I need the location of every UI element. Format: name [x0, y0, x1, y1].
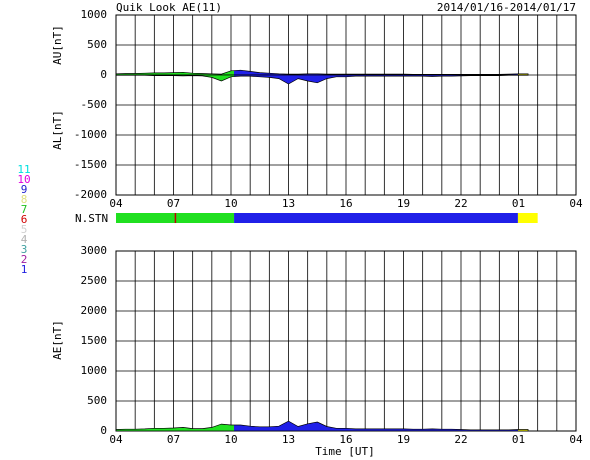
x-tick-label: 13 — [282, 433, 295, 446]
x-tick-label: 10 — [224, 197, 237, 210]
station-segment — [234, 213, 518, 223]
y-tick-label: 2500 — [81, 274, 108, 287]
y-axis-label: AU[nT] — [51, 25, 64, 65]
area — [115, 74, 529, 85]
legend-entry: 5 — [21, 223, 28, 236]
y-tick-label: 500 — [87, 394, 107, 407]
y-tick-label: 3000 — [81, 244, 108, 257]
legend-entry: 3 — [21, 243, 28, 256]
y-tick-label: 1500 — [81, 334, 108, 347]
y-tick-label: -1000 — [74, 128, 107, 141]
date-range: 2014/01/16-2014/01/17 — [437, 1, 576, 14]
area — [115, 420, 529, 432]
x-tick-label: 22 — [454, 433, 467, 446]
y-tick-label: 2000 — [81, 304, 108, 317]
x-axis-label: Time [UT] — [315, 445, 375, 458]
legend-entry: 6 — [21, 213, 28, 226]
x-tick-label: 07 — [167, 197, 180, 210]
y-tick-label: -2000 — [74, 188, 107, 201]
chart-title: Quik Look AE(11) — [116, 1, 222, 14]
x-tick-label: 16 — [339, 433, 352, 446]
station-segment — [517, 213, 538, 223]
x-tick-label: 01 — [512, 433, 525, 446]
x-tick-label: 16 — [339, 197, 352, 210]
x-tick-label: 01 — [512, 197, 525, 210]
y-tick-label: 0 — [100, 424, 107, 437]
y-axis-label: AL[nT] — [51, 110, 64, 150]
legend-entry: 2 — [21, 253, 28, 266]
legend-entry: 11 — [17, 163, 30, 176]
legend-entry: 7 — [21, 203, 28, 216]
x-tick-label: 07 — [167, 433, 180, 446]
legend-entry: 10 — [17, 173, 30, 186]
y-tick-label: -1500 — [74, 158, 107, 171]
station-label: N.STN — [75, 212, 108, 225]
legend-entry: 9 — [21, 183, 28, 196]
y-tick-label: 500 — [87, 38, 107, 51]
legend-entry: 1 — [21, 263, 28, 276]
x-tick-label: 04 — [569, 433, 583, 446]
y-axis-label: AE[nT] — [51, 320, 64, 360]
x-tick-label: 19 — [397, 433, 410, 446]
x-tick-label: 10 — [224, 433, 237, 446]
x-tick-label: 04 — [109, 433, 123, 446]
y-tick-label: 1000 — [81, 8, 108, 21]
x-tick-label: 04 — [569, 197, 583, 210]
x-tick-label: 22 — [454, 197, 467, 210]
legend-entry: 8 — [21, 193, 28, 206]
y-tick-label: 1000 — [81, 364, 108, 377]
x-tick-label: 04 — [109, 197, 123, 210]
y-tick-label: -500 — [81, 98, 108, 111]
x-tick-label: 19 — [397, 197, 410, 210]
x-tick-label: 13 — [282, 197, 295, 210]
legend-entry: 4 — [21, 233, 28, 246]
area — [115, 69, 529, 76]
y-tick-label: 0 — [100, 68, 107, 81]
